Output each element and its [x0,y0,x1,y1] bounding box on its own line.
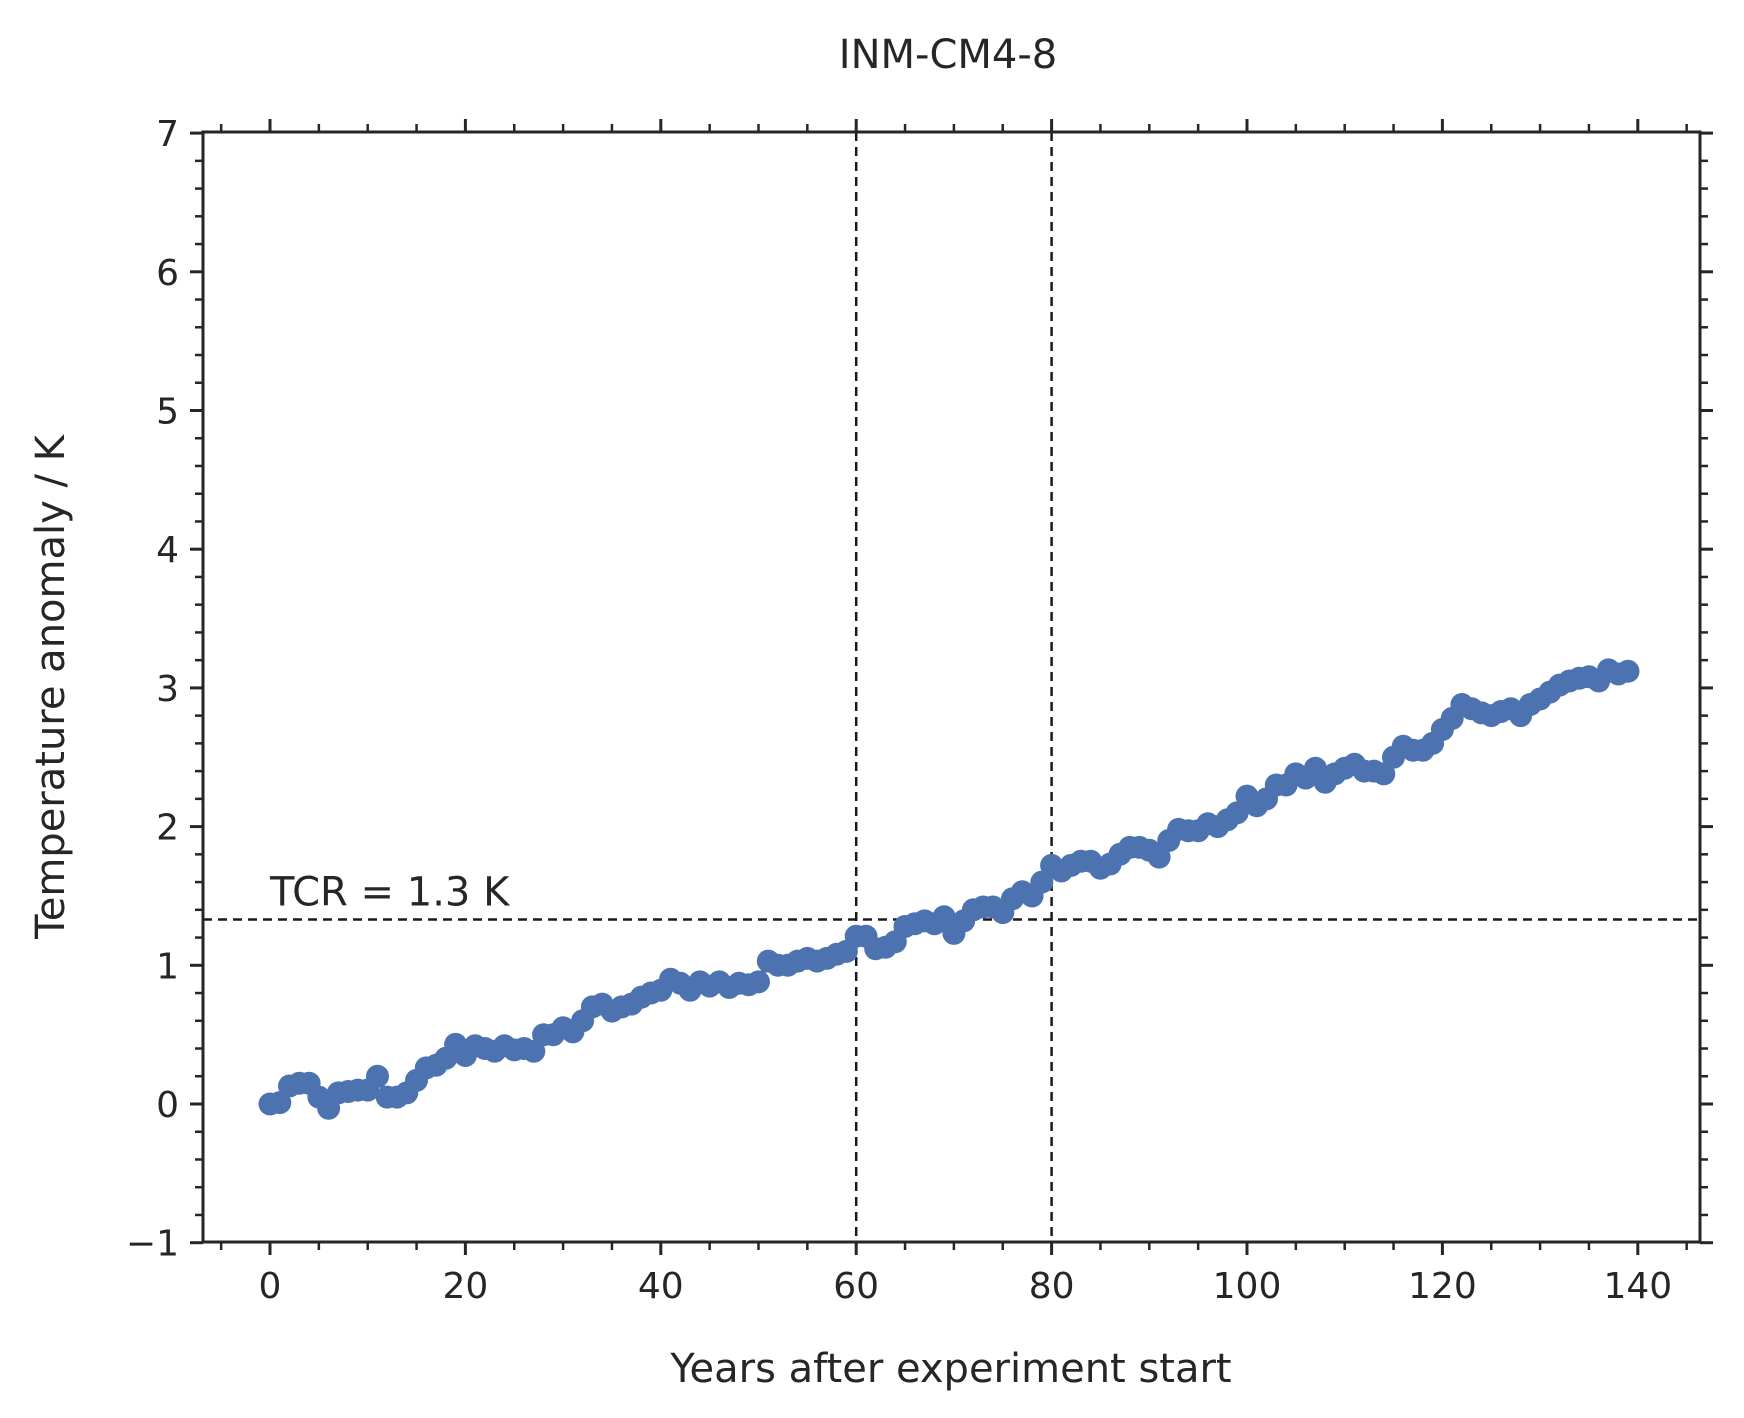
y-tick-label: 5 [156,392,179,433]
x-tick-label: 20 [442,1266,488,1307]
y-tick-label: −1 [126,1224,179,1265]
data-point [1147,845,1171,869]
x-tick-label: 120 [1408,1266,1477,1307]
x-tick-label: 60 [833,1266,879,1307]
data-point [268,1091,292,1115]
data-point [522,1039,546,1063]
data-points [258,658,1640,1120]
data-point [1616,659,1640,683]
chart-title: INM-CM4-8 [839,32,1057,78]
data-point [747,970,770,994]
x-tick-label: 40 [638,1266,684,1307]
y-tick-label: 0 [156,1085,179,1126]
tcr-annotation: TCR = 1.3 K [269,870,511,916]
y-tick-label: 4 [156,530,179,571]
y-tick-labels: −1 0 1 2 3 4 5 6 7 [126,114,179,1265]
data-point [1372,762,1396,786]
x-tick-label: 80 [1029,1266,1075,1307]
axis-ticks [190,119,1713,1255]
y-tick-label: 1 [156,946,179,987]
y-tick-label: 2 [156,808,179,849]
x-axis-label: Years after experiment start [669,1346,1231,1392]
data-point [366,1064,389,1088]
y-tick-label: 7 [156,114,179,155]
data-point [1225,801,1249,825]
data-point [932,905,956,929]
y-tick-label: 3 [156,669,179,710]
x-tick-label: 100 [1213,1266,1282,1307]
reference-lines [203,132,1700,1242]
x-tick-label: 140 [1603,1266,1672,1307]
x-tick-label: 0 [259,1266,282,1307]
x-tick-labels: 0 20 40 60 80 100 120 140 [259,1266,1673,1307]
data-point [1030,870,1054,894]
y-tick-label: 6 [156,253,179,294]
y-axis-label: Temperature anomaly / K [28,433,74,940]
